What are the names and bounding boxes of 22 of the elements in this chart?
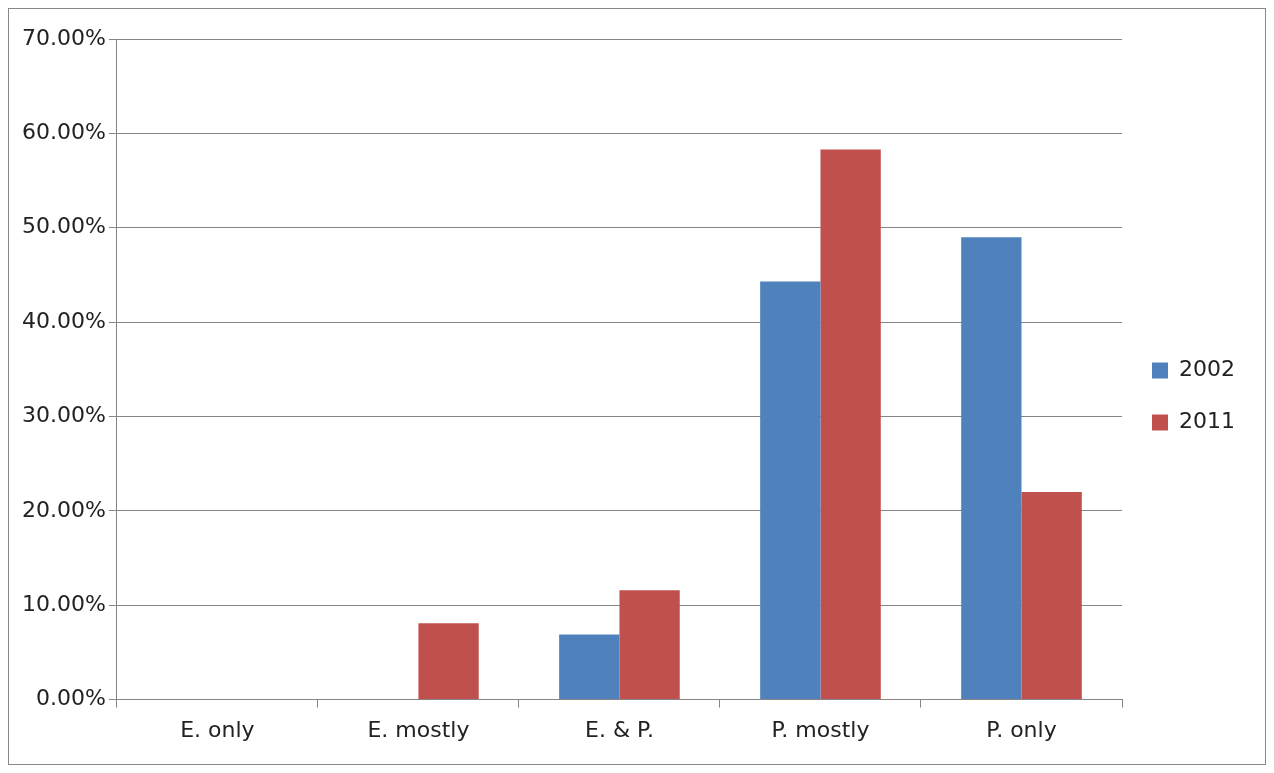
y-tick-label: 60.00% — [22, 119, 106, 145]
x-tick-label: E. mostly — [367, 716, 470, 742]
x-tick-label: P. mostly — [771, 716, 870, 742]
bar — [559, 634, 620, 700]
legend-label: 2002 — [1179, 356, 1236, 382]
x-tick-label: P. only — [986, 716, 1057, 742]
y-tick-label: 40.00% — [22, 307, 106, 333]
y-tick-label: 50.00% — [22, 213, 106, 239]
y-tick-label: 20.00% — [22, 496, 106, 522]
x-tick-label: E. only — [180, 716, 255, 742]
legend-label: 2011 — [1179, 408, 1236, 434]
bar — [619, 590, 680, 700]
x-tick-label: E. & P. — [585, 716, 654, 742]
y-tick-label: 0.00% — [36, 685, 106, 711]
bar — [961, 237, 1022, 700]
y-tick-label: 70.00% — [22, 24, 106, 50]
bar — [1021, 491, 1082, 700]
y-tick-label: 10.00% — [22, 590, 106, 616]
bar — [760, 281, 821, 700]
y-tick-label: 30.00% — [22, 402, 106, 428]
bar — [418, 623, 479, 700]
bar — [820, 149, 881, 700]
